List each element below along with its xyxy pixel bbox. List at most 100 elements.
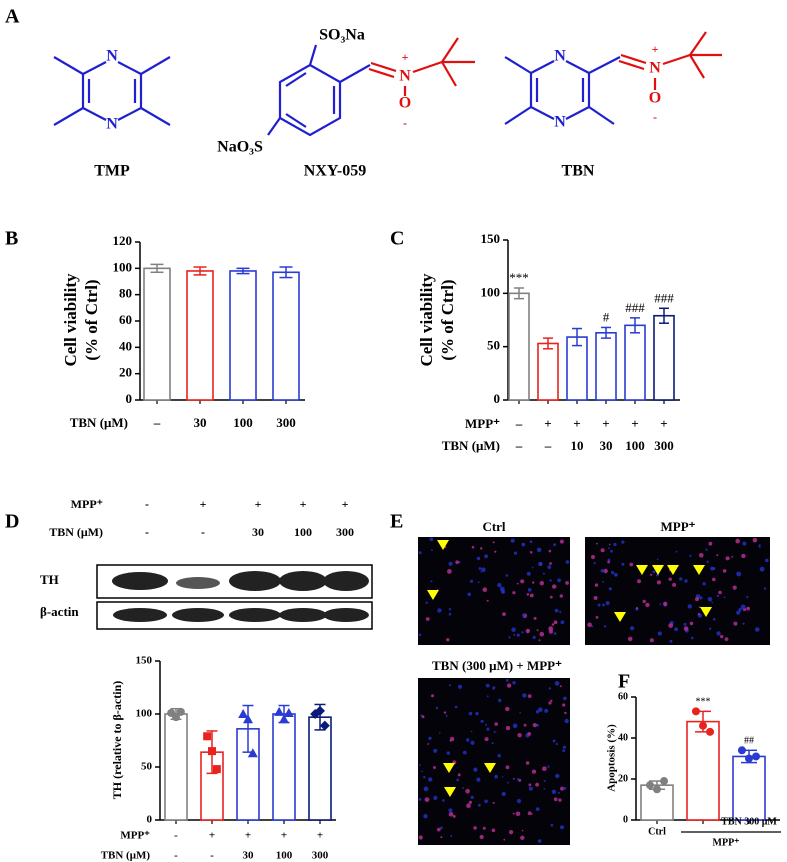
cell [707,596,713,602]
cell [424,797,430,802]
row-value: + [255,497,262,511]
x-tick-label: 100 [233,415,253,430]
cell [702,582,706,586]
cell [492,541,495,544]
cell [595,616,599,619]
cell [448,608,452,611]
cell [543,779,546,782]
cell [423,814,428,819]
row-value: + [342,497,349,511]
cell [525,628,531,634]
cell [720,634,724,639]
row-value: + [300,497,307,511]
cell [482,826,486,830]
image-title: MPP⁺ [660,519,695,534]
cell [440,826,443,830]
x-tick-label: + [631,416,638,431]
cell [505,765,510,770]
bar [686,720,720,821]
cell [553,543,556,547]
cell [531,813,533,815]
row-value: - [145,497,149,511]
cell [668,577,672,581]
data-point [691,707,700,716]
y-axis-label: (% of Ctrl) [438,279,457,360]
cell [480,570,483,573]
cell [649,638,654,643]
cell [521,829,524,832]
cell [457,773,461,777]
cell [669,639,673,643]
cell [659,603,662,606]
atom-label: NaO₃S [217,139,263,156]
cell [433,795,438,801]
y-tick-label: 40 [618,732,628,743]
cell [480,719,484,723]
data-point [706,727,715,736]
x-tick-label: + [317,830,323,842]
cell [503,838,506,841]
bar [186,270,214,401]
micrograph [585,537,770,645]
x-tick-label: 100 [276,850,293,862]
cell [427,743,430,745]
cell [538,639,541,642]
cell [605,601,610,606]
cell [559,539,564,544]
cell [531,566,534,569]
cell [476,556,481,561]
cell [672,582,677,587]
x-tick-label: – [153,415,161,430]
cell [480,547,483,550]
cell [535,807,540,811]
cell [481,567,486,572]
cell [516,798,522,804]
cell [531,769,537,774]
cell [608,547,610,550]
cell [508,636,511,639]
cell [548,626,554,631]
cell [502,612,506,616]
cell [742,622,745,625]
panel-label: E [390,511,403,533]
cell [712,567,716,570]
cell [565,560,570,564]
x-tick-label: + [209,830,215,842]
cell [542,572,545,575]
cell [535,782,539,787]
y-tick-label: 40 [119,338,132,353]
cell [695,597,699,602]
cell [520,835,525,840]
cell [765,558,769,563]
cell [421,770,423,773]
cell [602,603,605,607]
cell [418,835,423,840]
cell [675,550,678,553]
cell [439,732,441,734]
y-tick-label: 0 [623,814,628,825]
cell [725,556,730,561]
cell [511,627,516,632]
cell [663,601,668,606]
image-title: Ctrl [482,519,505,534]
cell [742,541,747,546]
data-point [737,746,746,755]
cell [468,711,473,716]
cell [689,554,692,557]
cell [550,699,553,702]
y-tick-label: 0 [494,391,501,406]
y-tick-label: 150 [136,655,153,667]
cell [478,567,482,570]
cell [532,723,537,728]
micrograph [418,678,570,845]
cell [420,714,423,717]
cell [528,783,532,787]
cell [593,562,596,565]
cell [478,803,481,807]
bar [229,270,257,401]
atom-label: O [399,95,411,112]
cell [499,586,505,592]
cell [536,723,539,727]
cell [513,634,516,636]
cell [738,608,742,612]
